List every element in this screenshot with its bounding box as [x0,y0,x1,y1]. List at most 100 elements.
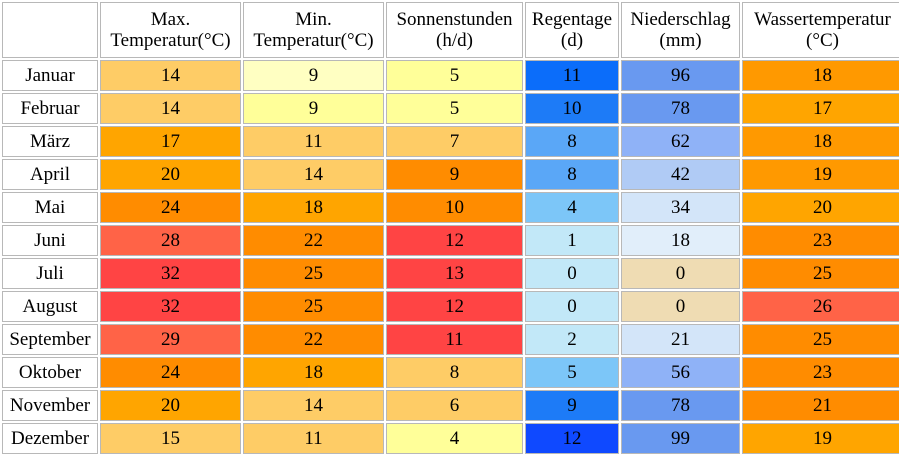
col-header-water-temp: Wassertemperatur (°C) [742,2,899,58]
table-row: Juni 28 22 12 1 18 23 [2,225,899,256]
min-temp-cell: 25 [243,291,384,322]
precipitation-cell: 78 [621,93,740,124]
water-temp-cell: 21 [742,390,899,421]
col-header-rain-days: Regentage (d) [525,2,619,58]
rain-days-cell: 5 [525,357,619,388]
rain-days-cell: 12 [525,423,619,454]
max-temp-cell: 32 [100,258,241,289]
water-temp-cell: 20 [742,192,899,223]
table-row: April 20 14 9 8 42 19 [2,159,899,190]
min-temp-cell: 22 [243,225,384,256]
sun-hours-cell: 9 [386,159,523,190]
min-temp-cell: 11 [243,423,384,454]
month-label: Mai [2,192,98,223]
rain-days-cell: 1 [525,225,619,256]
table-row: Oktober 24 18 8 5 56 23 [2,357,899,388]
sun-hours-cell: 13 [386,258,523,289]
max-temp-cell: 17 [100,126,241,157]
rain-days-cell: 8 [525,159,619,190]
table-row: September 29 22 11 2 21 25 [2,324,899,355]
rain-days-cell: 9 [525,390,619,421]
max-temp-cell: 24 [100,357,241,388]
col-header-max-temp: Max. Temperatur(°C) [100,2,241,58]
max-temp-cell: 24 [100,192,241,223]
water-temp-cell: 23 [742,357,899,388]
precipitation-cell: 34 [621,192,740,223]
table-row: November 20 14 6 9 78 21 [2,390,899,421]
max-temp-cell: 32 [100,291,241,322]
precipitation-cell: 78 [621,390,740,421]
rain-days-cell: 0 [525,258,619,289]
max-temp-cell: 15 [100,423,241,454]
max-temp-cell: 28 [100,225,241,256]
precipitation-cell: 0 [621,258,740,289]
sun-hours-cell: 6 [386,390,523,421]
table-row: März 17 11 7 8 62 18 [2,126,899,157]
month-label: Dezember [2,423,98,454]
month-label: Juni [2,225,98,256]
min-temp-cell: 9 [243,60,384,91]
month-label: September [2,324,98,355]
sun-hours-cell: 5 [386,93,523,124]
precipitation-cell: 56 [621,357,740,388]
precipitation-cell: 21 [621,324,740,355]
max-temp-cell: 20 [100,159,241,190]
sun-hours-cell: 8 [386,357,523,388]
col-header-min-temp: Min. Temperatur(°C) [243,2,384,58]
sun-hours-cell: 4 [386,423,523,454]
rain-days-cell: 11 [525,60,619,91]
table-row: Dezember 15 11 4 12 99 19 [2,423,899,454]
water-temp-cell: 18 [742,126,899,157]
month-label: Januar [2,60,98,91]
water-temp-cell: 18 [742,60,899,91]
rain-days-cell: 0 [525,291,619,322]
table-row: Januar 14 9 5 11 96 18 [2,60,899,91]
water-temp-cell: 19 [742,423,899,454]
table-row: Mai 24 18 10 4 34 20 [2,192,899,223]
min-temp-cell: 9 [243,93,384,124]
col-header-sun-hours: Sonnenstunden (h/d) [386,2,523,58]
month-label: Juli [2,258,98,289]
max-temp-cell: 20 [100,390,241,421]
precipitation-cell: 96 [621,60,740,91]
rain-days-cell: 4 [525,192,619,223]
sun-hours-cell: 5 [386,60,523,91]
month-label: November [2,390,98,421]
month-label: April [2,159,98,190]
min-temp-cell: 18 [243,357,384,388]
sun-hours-cell: 7 [386,126,523,157]
precipitation-cell: 62 [621,126,740,157]
month-label: März [2,126,98,157]
precipitation-cell: 99 [621,423,740,454]
water-temp-cell: 23 [742,225,899,256]
table-row: August 32 25 12 0 0 26 [2,291,899,322]
water-temp-cell: 25 [742,324,899,355]
table-row: Februar 14 9 5 10 78 17 [2,93,899,124]
sun-hours-cell: 10 [386,192,523,223]
max-temp-cell: 14 [100,60,241,91]
month-label: Februar [2,93,98,124]
water-temp-cell: 19 [742,159,899,190]
precipitation-cell: 42 [621,159,740,190]
min-temp-cell: 22 [243,324,384,355]
min-temp-cell: 18 [243,192,384,223]
water-temp-cell: 17 [742,93,899,124]
header-row: Max. Temperatur(°C) Min. Temperatur(°C) So… [2,2,899,58]
min-temp-cell: 25 [243,258,384,289]
rain-days-cell: 10 [525,93,619,124]
min-temp-cell: 11 [243,126,384,157]
rain-days-cell: 8 [525,126,619,157]
sun-hours-cell: 11 [386,324,523,355]
min-temp-cell: 14 [243,159,384,190]
precipitation-cell: 0 [621,291,740,322]
sun-hours-cell: 12 [386,225,523,256]
month-label: August [2,291,98,322]
table-row: Juli 32 25 13 0 0 25 [2,258,899,289]
max-temp-cell: 29 [100,324,241,355]
table-body: Januar 14 9 5 11 96 18 Februar 14 9 5 10 78 17 März 17 1… [2,60,899,454]
max-temp-cell: 14 [100,93,241,124]
corner-cell [2,2,98,58]
sun-hours-cell: 12 [386,291,523,322]
water-temp-cell: 26 [742,291,899,322]
